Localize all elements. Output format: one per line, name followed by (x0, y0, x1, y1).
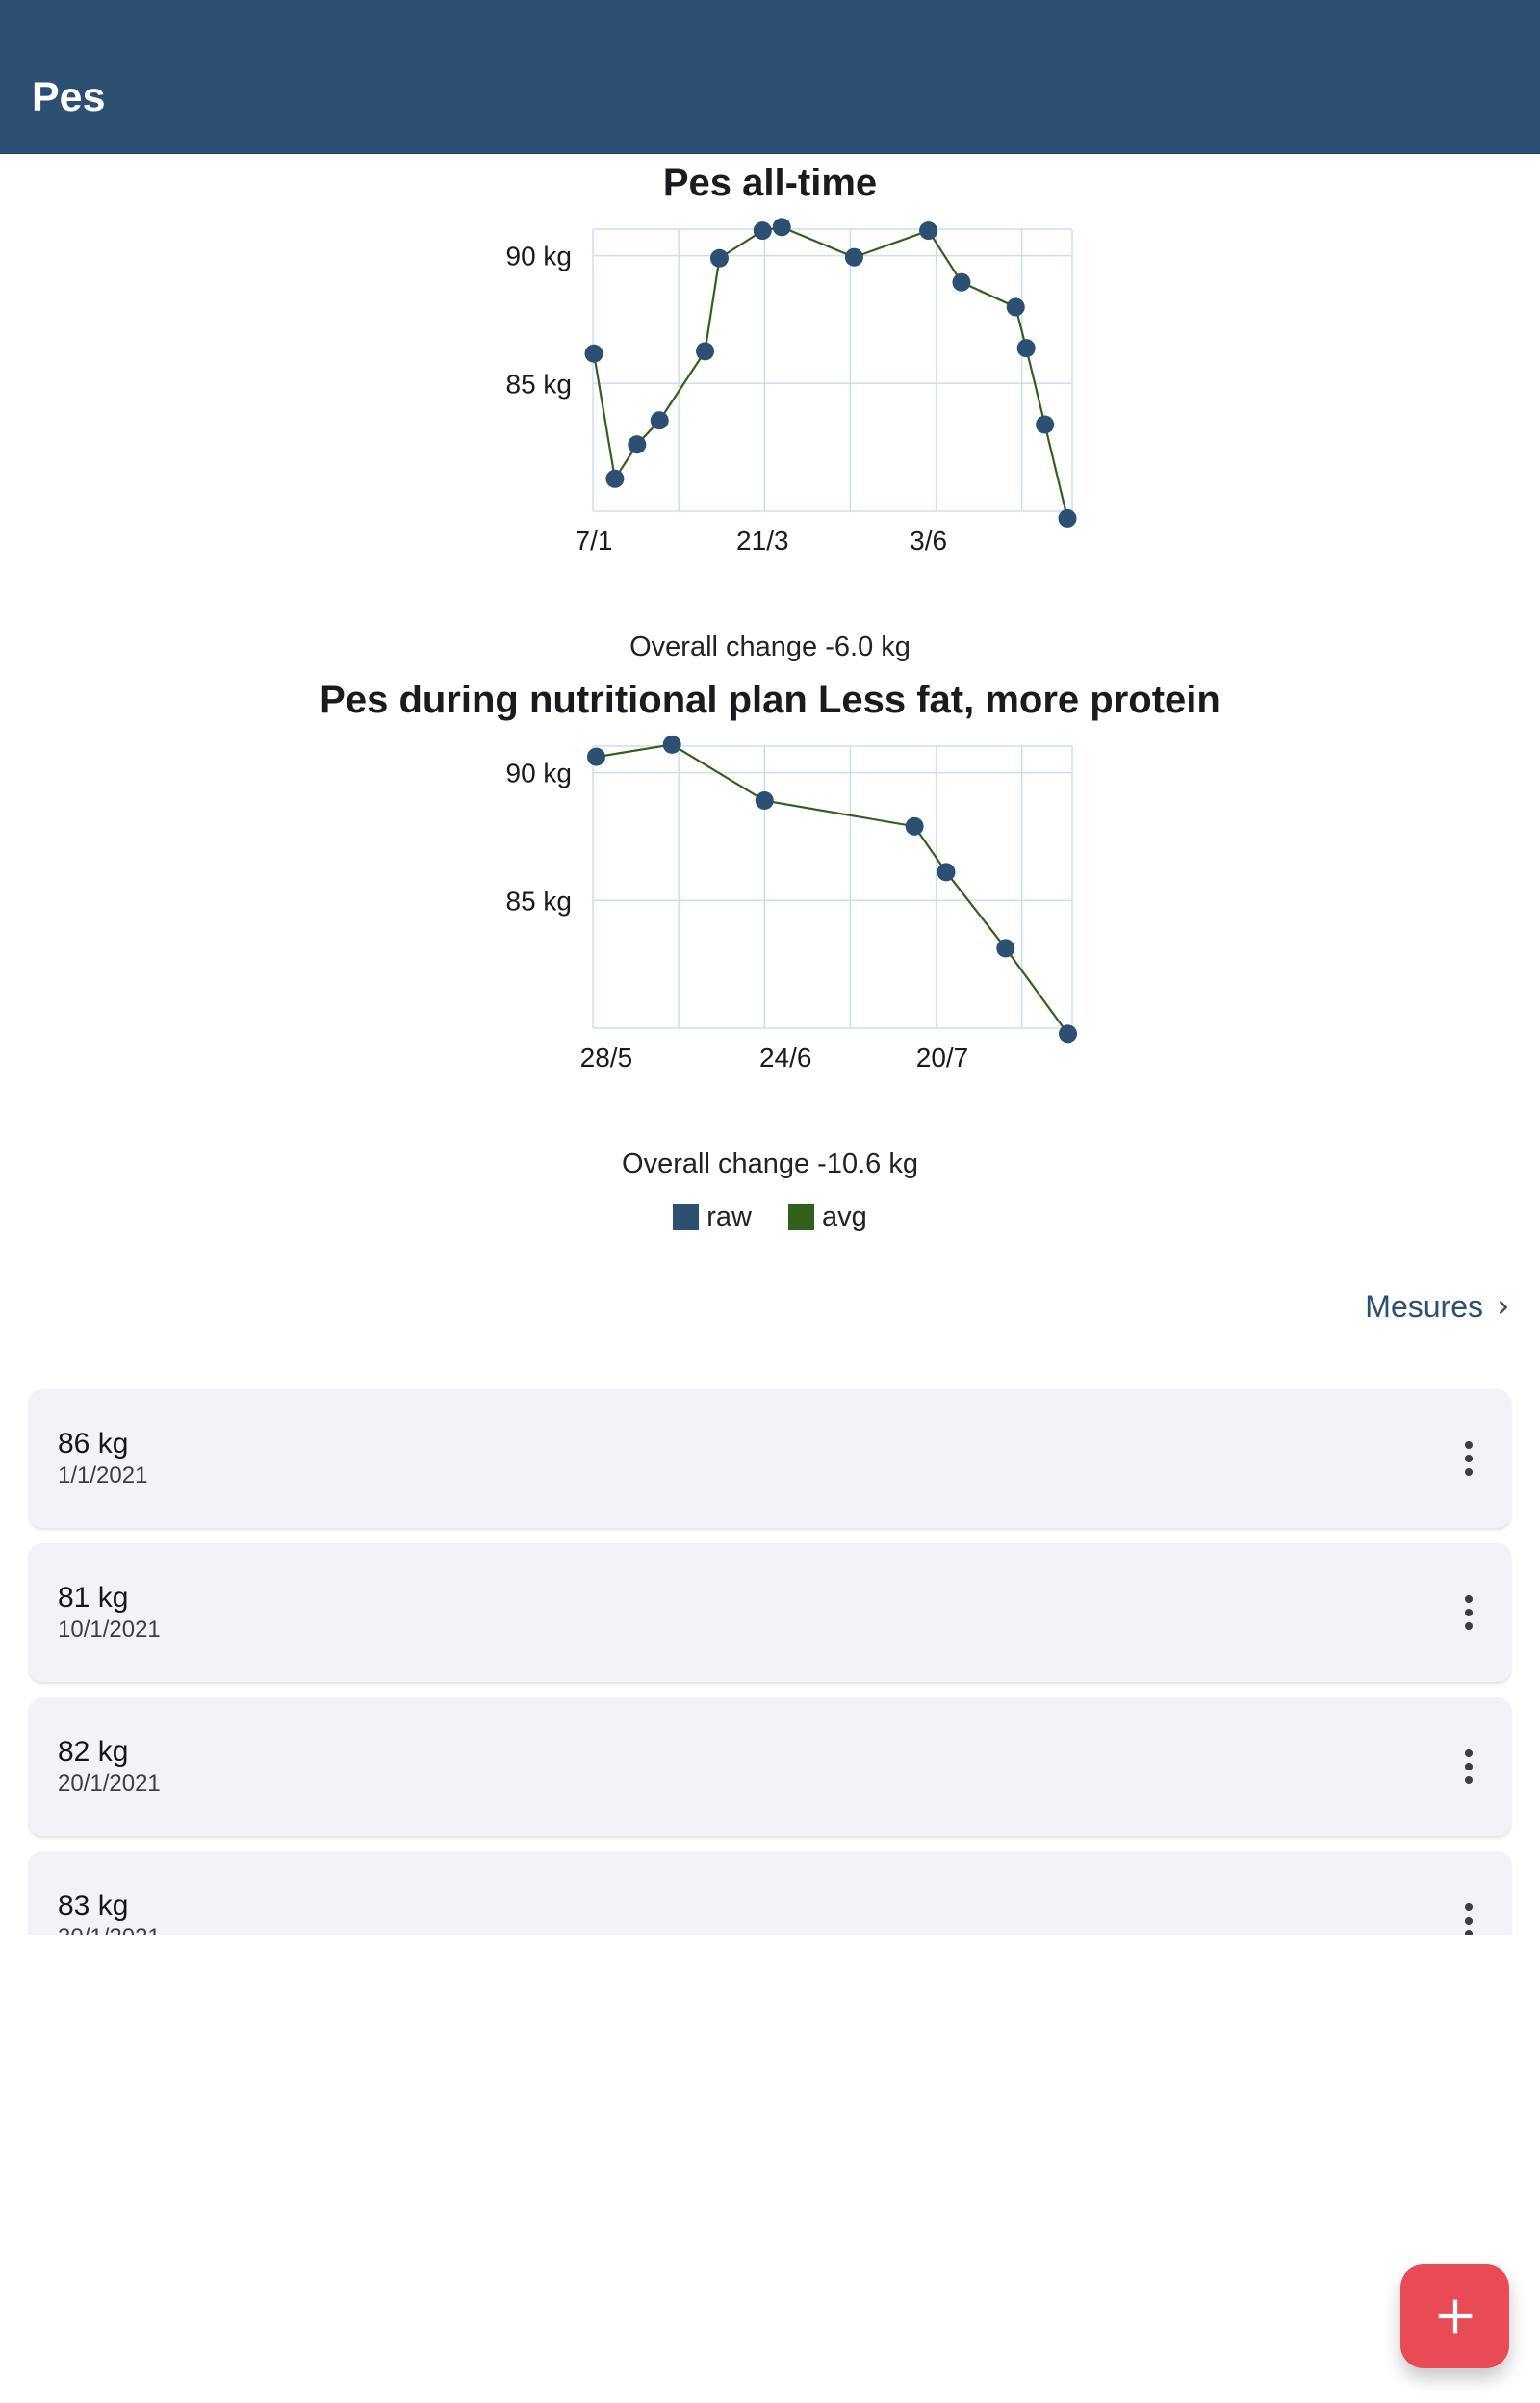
svg-text:90 kg: 90 kg (506, 242, 573, 271)
svg-text:7/1: 7/1 (576, 526, 613, 556)
svg-text:85 kg: 85 kg (506, 369, 573, 399)
svg-text:21/3: 21/3 (736, 526, 789, 556)
svg-text:20/7: 20/7 (916, 1043, 969, 1072)
svg-text:24/6: 24/6 (759, 1043, 812, 1072)
svg-text:3/6: 3/6 (910, 526, 947, 556)
svg-text:28/5: 28/5 (580, 1043, 633, 1072)
svg-text:85 kg: 85 kg (506, 886, 573, 916)
svg-text:90 kg: 90 kg (506, 759, 573, 788)
